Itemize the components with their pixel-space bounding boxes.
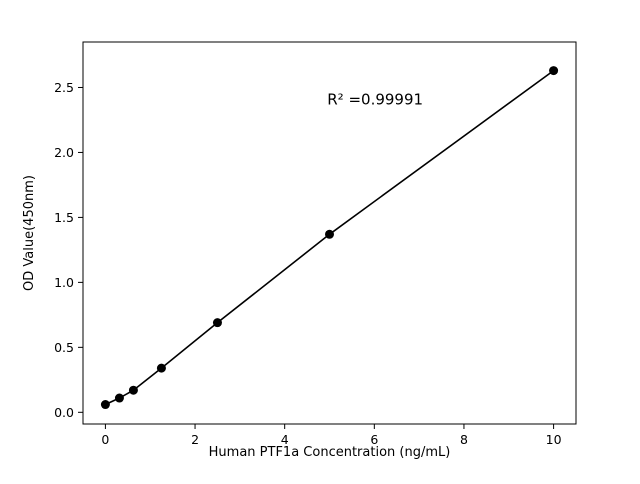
- y-tick-label: 2.5: [54, 80, 74, 95]
- data-point: [212, 318, 222, 328]
- y-axis: 0.0 0.5 1.0 1.5 2.0 2.5: [54, 80, 83, 420]
- x-tick-label: 6: [370, 432, 378, 447]
- y-axis-label: OD Value(450nm): [22, 175, 37, 291]
- y-tick-label: 2.0: [54, 145, 74, 160]
- x-tick-label: 2: [191, 432, 199, 447]
- x-axis-label: Human PTF1a Concentration (ng/mL): [209, 445, 451, 460]
- y-tick-label: 1.5: [54, 210, 74, 225]
- data-point: [325, 229, 334, 239]
- x-tick-label: 4: [281, 432, 289, 447]
- x-tick-label: 0: [101, 432, 109, 447]
- x-tick-label: 10: [546, 432, 562, 447]
- plot-frame: [82, 41, 577, 425]
- data-point: [114, 393, 124, 403]
- data-point: [156, 363, 166, 373]
- y-tick-label: 0.5: [54, 340, 74, 355]
- data-points: [100, 66, 559, 410]
- data-point: [549, 66, 559, 76]
- data-point: [128, 385, 138, 395]
- y-tick-label: 1.0: [54, 275, 74, 290]
- data-point: [100, 400, 110, 410]
- x-tick-label: 8: [460, 432, 468, 447]
- y-tick-label: 0.0: [54, 405, 74, 420]
- x-axis: 0 2 4 6 8 10: [101, 424, 562, 447]
- r-squared-annotation: R² =0.99991: [327, 90, 423, 108]
